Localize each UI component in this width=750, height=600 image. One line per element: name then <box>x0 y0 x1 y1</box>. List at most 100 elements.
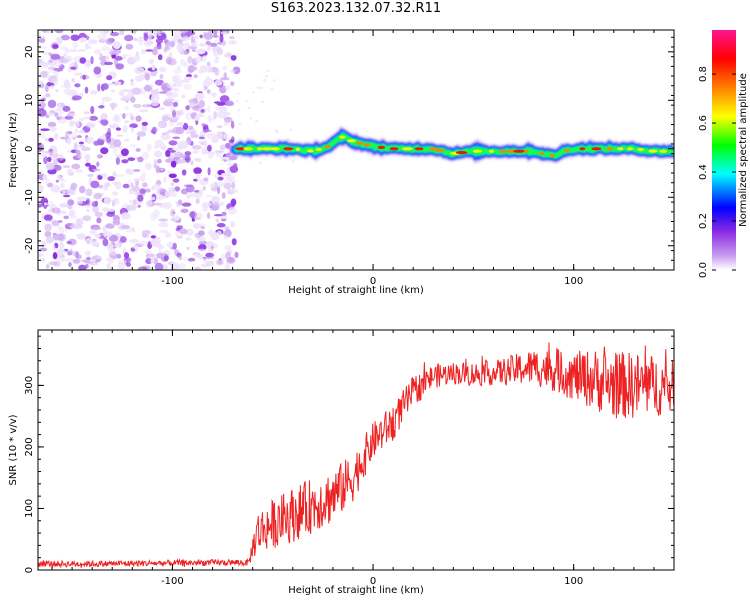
noise-blob <box>64 48 71 54</box>
noise-blob <box>69 49 77 52</box>
noise-blob <box>93 227 102 230</box>
noise-blob <box>170 160 177 168</box>
noise-blob <box>165 98 175 102</box>
noise-blob <box>155 165 160 174</box>
noise-blob <box>186 247 190 250</box>
noise-blob <box>117 259 127 264</box>
noise-blob <box>85 188 93 197</box>
noise-blob <box>40 128 50 131</box>
noise-blob <box>136 131 147 137</box>
noise-blob <box>145 258 153 265</box>
noise-blob <box>182 36 190 41</box>
snr-panel: -100 0 100 0 100 200 300 Height of straight li… <box>8 329 675 596</box>
noise-blob <box>203 86 208 91</box>
noise-blob <box>49 69 58 73</box>
noise-blob <box>73 142 78 150</box>
noise-blob <box>125 168 131 175</box>
noise-blob <box>102 238 109 247</box>
noise-blob <box>75 149 81 157</box>
noise-blob <box>187 257 196 262</box>
noise-blob <box>185 105 190 111</box>
noise-blob <box>132 185 140 192</box>
noise-blob <box>77 49 86 52</box>
ridge-hotspot <box>414 147 424 151</box>
noise-blob <box>187 65 195 73</box>
noise-blob <box>145 254 149 260</box>
noise-blob <box>172 136 181 140</box>
noise-blob <box>107 176 115 182</box>
noise-blob <box>205 40 211 46</box>
noise-blob <box>108 51 117 55</box>
noise-blob <box>62 105 71 112</box>
noise-blob <box>278 157 282 160</box>
noise-blob <box>67 204 73 210</box>
noise-blob <box>151 126 157 135</box>
noise-blob <box>55 59 62 67</box>
noise-blob <box>160 168 164 171</box>
ridge-hotspot <box>539 151 545 155</box>
noise-blob <box>52 233 63 241</box>
noise-blob <box>89 229 97 234</box>
noise-blob <box>198 236 206 242</box>
noise-blob <box>51 207 61 214</box>
noise-blob <box>194 56 203 64</box>
noise-blob <box>84 86 89 94</box>
noise-blob <box>84 136 95 144</box>
noise-blob <box>87 45 92 49</box>
noise-blob <box>66 240 72 245</box>
noise-blob <box>63 88 72 96</box>
noise-blob <box>90 180 100 189</box>
y-tick-label: 0 <box>24 146 35 152</box>
noise-blob <box>39 61 49 68</box>
noise-blob <box>256 86 260 89</box>
noise-blob <box>39 134 47 139</box>
noise-blob <box>73 224 83 230</box>
noise-blob <box>48 137 54 142</box>
noise-blob <box>74 83 81 88</box>
noise-blob <box>104 182 111 188</box>
noise-blob <box>52 164 62 171</box>
noise-blob <box>60 136 67 140</box>
noise-blob <box>124 34 134 42</box>
noise-blob <box>106 136 111 144</box>
noise-blob <box>55 179 59 183</box>
noise-blob <box>138 109 149 113</box>
noise-blob <box>145 200 153 207</box>
noise-blob <box>92 205 99 213</box>
noise-blob <box>205 66 213 73</box>
noise-blob <box>89 90 98 95</box>
noise-blob <box>152 209 160 218</box>
noise-blob <box>114 81 119 86</box>
noise-blob <box>170 262 181 270</box>
noise-blob <box>99 53 103 58</box>
noise-blob <box>125 43 134 50</box>
noise-blob <box>191 145 202 150</box>
noise-blob <box>186 193 191 199</box>
noise-blob <box>192 66 198 71</box>
noise-blob <box>50 85 55 90</box>
noise-blob <box>98 105 105 109</box>
noise-blob <box>47 182 54 188</box>
noise-blob <box>223 53 233 58</box>
noise-blob <box>105 55 110 62</box>
ridge-hotspot <box>549 154 555 158</box>
noise-blob <box>230 198 237 207</box>
noise-blob <box>149 83 154 88</box>
noise-blob <box>109 102 118 108</box>
colorbar-tick-label: 0.0 <box>698 262 709 278</box>
noise-blob <box>136 136 141 141</box>
noise-blob <box>38 253 44 257</box>
noise-blob <box>228 256 234 263</box>
noise-blob <box>183 83 192 91</box>
noise-blob <box>209 184 215 188</box>
noise-blob <box>170 208 176 217</box>
noise-blob <box>215 151 222 158</box>
colorbar-tick-label: 0.2 <box>698 213 709 229</box>
noise-blob <box>203 257 207 264</box>
noise-blob <box>110 31 120 37</box>
noise-blob <box>157 54 163 61</box>
noise-blob <box>101 96 112 102</box>
noise-blob <box>79 129 85 134</box>
noise-blob <box>81 146 91 151</box>
